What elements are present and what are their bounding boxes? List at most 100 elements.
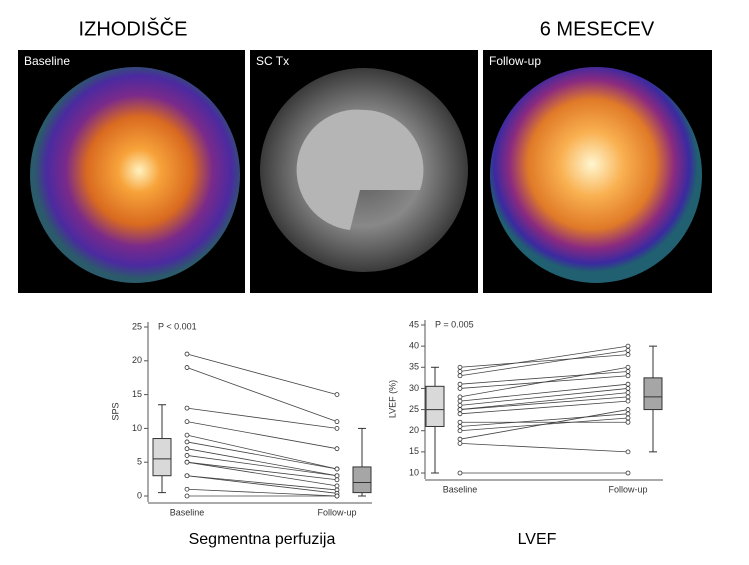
point bbox=[625, 343, 631, 349]
annotation: P = 0.005 bbox=[435, 319, 474, 329]
y-axis-label: SPS bbox=[110, 402, 120, 420]
pair-line bbox=[459, 345, 629, 372]
pair-line bbox=[186, 448, 338, 477]
point bbox=[625, 419, 631, 425]
annotation: P < 0.001 bbox=[158, 321, 197, 331]
point bbox=[625, 364, 631, 370]
point bbox=[625, 373, 631, 379]
point bbox=[184, 473, 190, 479]
point bbox=[457, 407, 463, 412]
point bbox=[625, 411, 631, 417]
point bbox=[184, 365, 190, 370]
pair-line bbox=[186, 461, 338, 481]
point bbox=[457, 440, 463, 446]
pair-line bbox=[186, 367, 338, 423]
y-tick-label: 15 bbox=[132, 389, 142, 399]
pair-line bbox=[186, 475, 338, 494]
point bbox=[184, 486, 190, 492]
point bbox=[457, 386, 463, 391]
pair-line bbox=[459, 383, 629, 402]
box bbox=[352, 466, 372, 494]
y-tick-label: 20 bbox=[409, 425, 419, 435]
pair-line bbox=[459, 396, 629, 410]
x-tick-label: Follow-up bbox=[317, 507, 356, 517]
point bbox=[184, 459, 190, 465]
pair-line bbox=[186, 475, 338, 491]
point bbox=[625, 386, 631, 391]
point bbox=[184, 453, 190, 458]
point bbox=[334, 473, 340, 479]
pair-line bbox=[459, 400, 629, 415]
y-tick-label: 0 bbox=[137, 490, 142, 500]
y-tick-label: 25 bbox=[409, 404, 419, 414]
box bbox=[152, 438, 172, 477]
point bbox=[625, 369, 631, 374]
point bbox=[184, 493, 190, 499]
box bbox=[425, 385, 445, 427]
point bbox=[334, 493, 340, 499]
point bbox=[625, 352, 631, 358]
point bbox=[184, 419, 190, 425]
y-tick-label: 40 bbox=[409, 341, 419, 351]
point bbox=[457, 424, 463, 429]
point bbox=[457, 373, 463, 379]
pair-line bbox=[186, 421, 338, 450]
point bbox=[625, 415, 631, 421]
x-tick-label: Baseline bbox=[170, 507, 205, 517]
point bbox=[457, 402, 463, 408]
pair-line bbox=[459, 392, 629, 410]
caption: Segmentna perfuzija bbox=[189, 531, 336, 548]
pair-line bbox=[459, 366, 629, 398]
y-tick-label: 15 bbox=[409, 446, 419, 456]
point bbox=[334, 466, 340, 472]
point bbox=[457, 398, 463, 404]
x-tick-label: Follow-up bbox=[608, 484, 647, 494]
point bbox=[184, 432, 190, 438]
pair-line bbox=[186, 434, 338, 470]
point bbox=[457, 470, 463, 476]
point bbox=[334, 425, 340, 431]
y-tick-label: 20 bbox=[132, 355, 142, 365]
pair-line bbox=[459, 371, 629, 385]
y-tick-label: 10 bbox=[132, 423, 142, 433]
point bbox=[334, 392, 340, 398]
point bbox=[457, 364, 463, 370]
x-tick-label: Baseline bbox=[443, 484, 478, 494]
point bbox=[625, 394, 631, 400]
point bbox=[625, 390, 631, 396]
y-tick-label: 25 bbox=[132, 321, 142, 331]
pair-line bbox=[459, 409, 629, 440]
pair-line bbox=[186, 455, 338, 477]
pair-line bbox=[459, 413, 629, 427]
y-tick-label: 5 bbox=[137, 457, 142, 467]
point bbox=[625, 398, 631, 404]
box bbox=[643, 377, 663, 411]
pair-line bbox=[459, 349, 629, 377]
panel-label: SC Tx bbox=[256, 54, 289, 68]
pair-line bbox=[186, 441, 338, 470]
point bbox=[184, 439, 190, 445]
point bbox=[457, 436, 463, 442]
panel-label: Follow-up bbox=[489, 54, 541, 68]
point bbox=[457, 369, 463, 374]
pair-line bbox=[459, 443, 629, 453]
heading: IZHODIŠČE bbox=[79, 17, 188, 40]
y-tick-label: 30 bbox=[409, 383, 419, 393]
heading: 6 MESECEV bbox=[540, 18, 655, 40]
point bbox=[457, 419, 463, 425]
point bbox=[625, 407, 631, 412]
point bbox=[184, 446, 190, 452]
pair-line bbox=[186, 461, 338, 487]
point bbox=[457, 381, 463, 387]
point bbox=[184, 405, 190, 411]
point bbox=[625, 347, 631, 353]
y-tick-label: 10 bbox=[409, 467, 419, 477]
point bbox=[457, 428, 463, 434]
y-tick-label: 35 bbox=[409, 362, 419, 372]
point bbox=[625, 449, 631, 455]
point bbox=[457, 394, 463, 400]
point bbox=[625, 381, 631, 387]
pair-line bbox=[186, 407, 338, 429]
pair-line bbox=[186, 488, 338, 497]
